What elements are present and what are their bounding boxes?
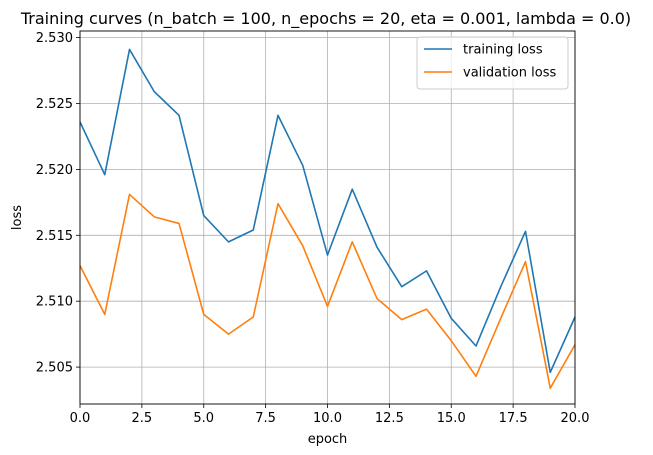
series-lines <box>79 48 576 389</box>
series-line-validation-loss <box>79 193 576 389</box>
series-line-training-loss <box>79 48 576 374</box>
legend-box <box>416 36 569 90</box>
x-tick-label: 0.0 <box>70 411 91 426</box>
legend-label-training-loss: training loss <box>463 43 543 58</box>
x-tick-label: 15.0 <box>437 411 466 426</box>
y-tick-label: 2.530 <box>36 31 73 46</box>
x-axis-label: epoch <box>308 432 348 447</box>
y-tick-label: 2.525 <box>36 97 73 112</box>
y-axis-label: loss <box>10 205 25 230</box>
y-tick-label: 2.515 <box>36 229 73 244</box>
x-tick-label: 17.5 <box>499 411 528 426</box>
y-tick-label: 2.520 <box>36 163 73 178</box>
x-tick-label: 10.0 <box>313 411 342 426</box>
x-tick-label: 2.5 <box>132 411 153 426</box>
x-tick-label: 12.5 <box>375 411 404 426</box>
axis-ticks: 0.0 2.5 5.0 7.5 10.0 12.5 15.0 17.5 20.0 2.505 2.5… <box>36 31 590 426</box>
x-tick-label: 20.0 <box>561 411 590 426</box>
y-tick-label: 2.505 <box>36 361 73 376</box>
legend: training loss validation loss <box>416 36 569 90</box>
y-tick-label: 2.510 <box>36 295 73 310</box>
x-tick-label: 7.5 <box>255 411 276 426</box>
legend-label-validation-loss: validation loss <box>463 66 556 81</box>
x-tick-label: 5.0 <box>193 411 214 426</box>
chart-title: Training curves (n_batch = 100, n_epochs… <box>20 9 631 29</box>
